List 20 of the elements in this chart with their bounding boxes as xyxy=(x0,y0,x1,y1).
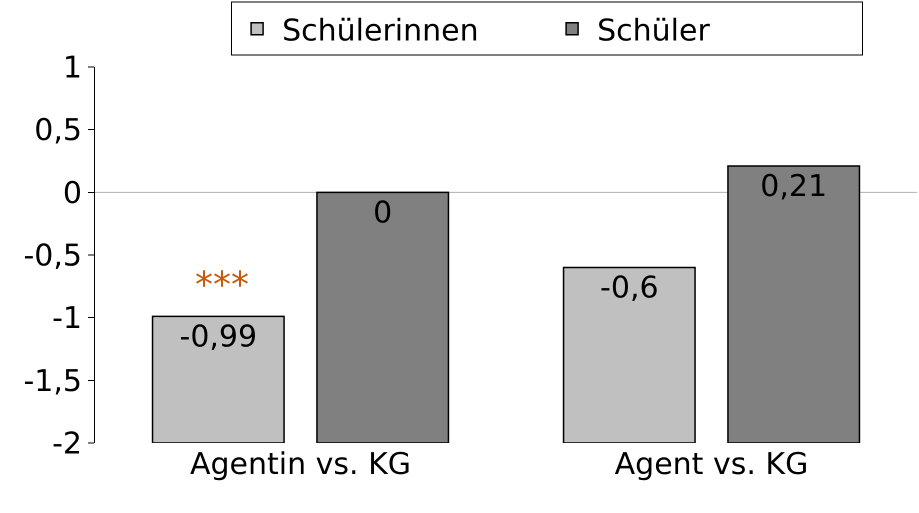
annotation: *** xyxy=(195,265,249,306)
bar xyxy=(152,316,285,443)
y-tick-label: -1 xyxy=(52,301,82,336)
x-tick-label: Agentin vs. KG xyxy=(190,447,412,482)
y-tick-label: -0,5 xyxy=(23,238,82,274)
y-tick-label: 0,5 xyxy=(34,113,82,148)
y-tick-label: -1,5 xyxy=(23,364,82,399)
y-tick-label: 0 xyxy=(62,176,82,211)
data-label: 0 xyxy=(373,195,392,230)
y-tick-label: -2 xyxy=(52,426,82,462)
bar xyxy=(727,165,860,443)
legend-label: Schülerinnen xyxy=(282,13,479,48)
data-label: -0,6 xyxy=(600,270,659,306)
legend-label: Schüler xyxy=(597,13,710,48)
data-label: -0,99 xyxy=(179,319,258,354)
y-tick-label: 1 xyxy=(62,50,82,86)
bar xyxy=(562,266,696,443)
x-tick-label: Agent vs. KG xyxy=(614,447,808,482)
bar xyxy=(316,192,450,443)
data-label: 0,21 xyxy=(760,169,828,204)
